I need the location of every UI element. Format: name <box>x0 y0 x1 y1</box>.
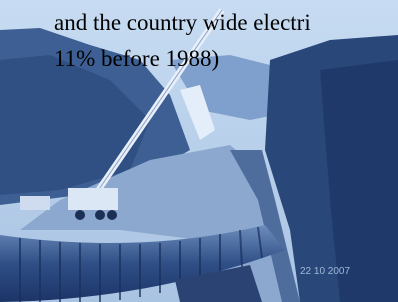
photo-timestamp: 22 10 2007 <box>300 266 350 277</box>
wheel <box>95 210 105 220</box>
wheel <box>107 210 117 220</box>
crane-body <box>68 188 118 210</box>
caption-line: and the country wide electri <box>54 10 311 35</box>
caption-line: 11% before 1988) <box>54 46 219 71</box>
slide-photo: and the country wide electri 11% before … <box>0 0 398 302</box>
wheel <box>75 210 85 220</box>
page: and the country wide electri 11% before … <box>0 0 398 302</box>
truck <box>20 196 50 210</box>
